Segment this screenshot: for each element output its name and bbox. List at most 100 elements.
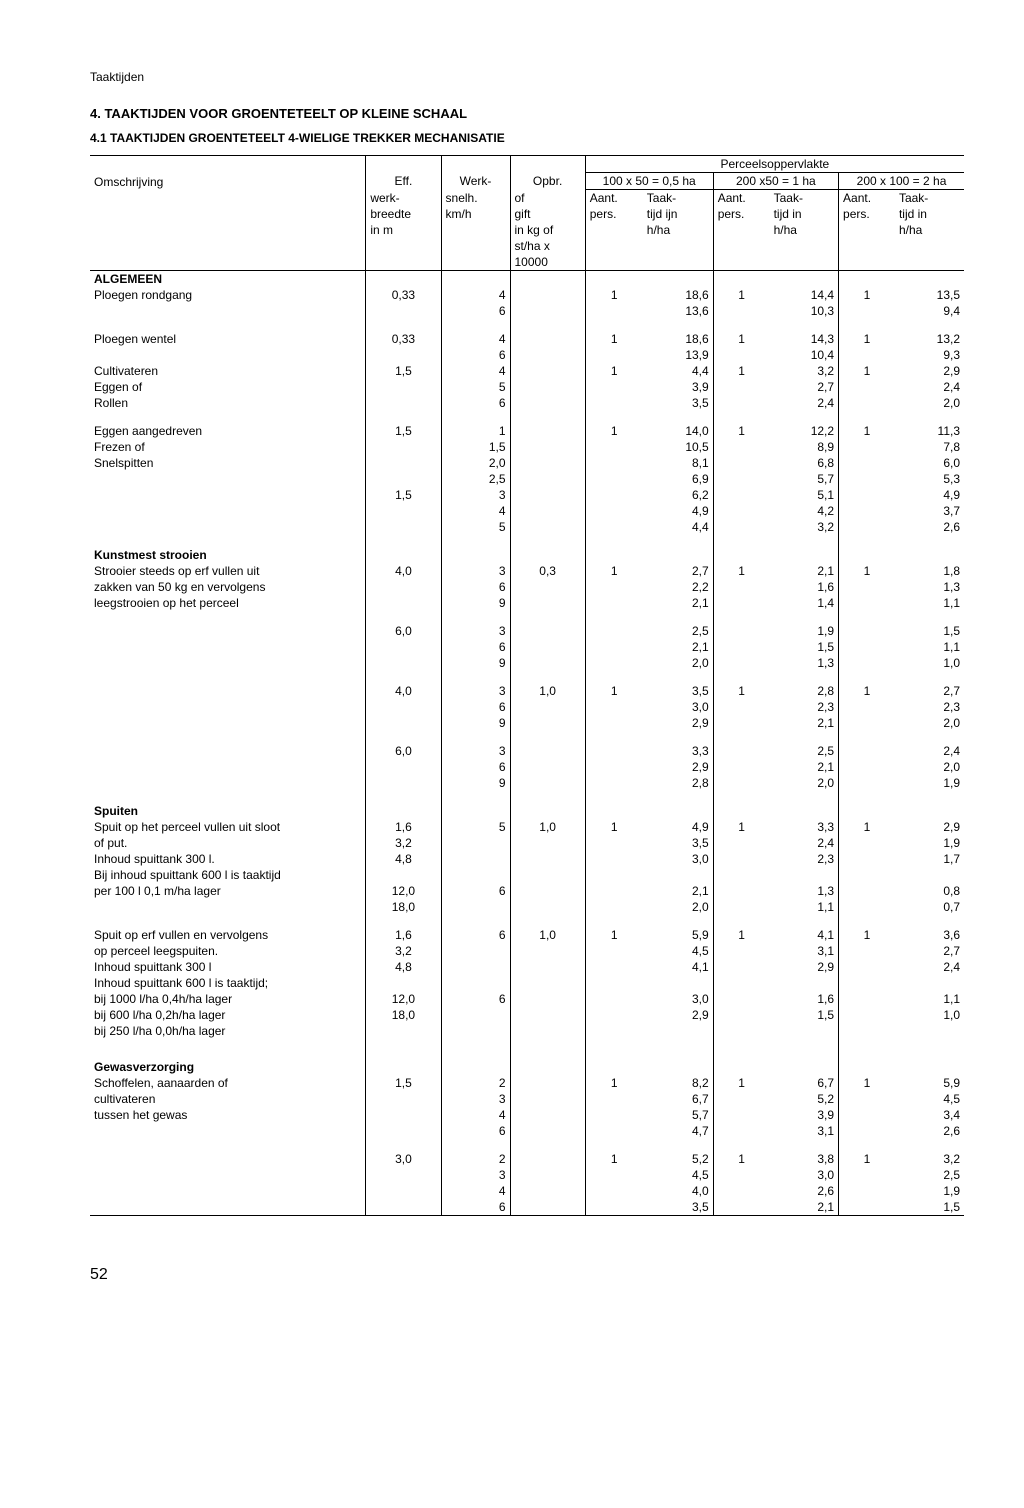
th-opbr1: Opbr. — [510, 173, 585, 190]
row-desc — [90, 471, 366, 487]
th-opbr6: 10000 — [510, 254, 585, 271]
cell-t2: 12,2 — [770, 423, 839, 439]
cell-t1: 10,5 — [643, 439, 713, 455]
cell-opbr — [510, 835, 585, 851]
cell-t2: 2,3 — [770, 699, 839, 715]
cell-t1: 3,5 — [643, 835, 713, 851]
cell-a3 — [839, 959, 895, 975]
cell-t3: 1,5 — [895, 623, 964, 639]
row-desc: tussen het gewas — [90, 1107, 366, 1123]
cell-a3 — [839, 743, 895, 759]
cell-eff — [366, 455, 441, 471]
page-number: 52 — [90, 1266, 964, 1284]
cell-a2 — [713, 1023, 769, 1039]
cell-t1: 4,4 — [643, 519, 713, 535]
table-row: 9 2,0 1,3 1,0 — [90, 655, 964, 671]
table-row: bij 600 l/ha 0,2h/ha lager 18,0 2,9 1,5 … — [90, 1007, 964, 1023]
row-desc — [90, 487, 366, 503]
cell-a1 — [585, 883, 643, 899]
cell-a3 — [839, 471, 895, 487]
cell-t2 — [770, 1023, 839, 1039]
th-taak-a1: Taak- — [643, 190, 713, 207]
cell-t2: 3,9 — [770, 1107, 839, 1123]
cell-t2: 3,2 — [770, 363, 839, 379]
cell-t1: 4,7 — [643, 1123, 713, 1139]
table-row: bij 1000 l/ha 0,4h/ha lager 12,0 6 3,0 1… — [90, 991, 964, 1007]
cell-werk: 1 — [441, 423, 510, 439]
cell-eff — [366, 975, 441, 991]
cell-a1 — [585, 1023, 643, 1039]
cell-t3: 1,0 — [895, 655, 964, 671]
cell-a1 — [585, 715, 643, 731]
cell-opbr — [510, 851, 585, 867]
cell-eff — [366, 1091, 441, 1107]
cell-t2: 2,7 — [770, 379, 839, 395]
cell-t1: 4,0 — [643, 1183, 713, 1199]
cell-t3: 0,8 — [895, 883, 964, 899]
cell-a3 — [839, 379, 895, 395]
cell-t3: 5,3 — [895, 471, 964, 487]
cell-opbr — [510, 1023, 585, 1039]
cell-a2 — [713, 439, 769, 455]
row-desc: Bij inhoud spuittank 600 l is taaktijd — [90, 867, 366, 883]
cell-opbr: 1,0 — [510, 927, 585, 943]
cell-t3: 4,5 — [895, 1091, 964, 1107]
cell-a1 — [585, 655, 643, 671]
cell-t1: 6,2 — [643, 487, 713, 503]
spacer-row — [90, 1139, 964, 1151]
row-desc: op perceel leegspuiten. — [90, 943, 366, 959]
th-opbr3: gift — [510, 206, 585, 222]
th-eff2: werk- — [366, 190, 441, 207]
cell-a3 — [839, 883, 895, 899]
cell-werk: 5 — [441, 379, 510, 395]
cell-werk: 2,5 — [441, 471, 510, 487]
cell-opbr — [510, 347, 585, 363]
row-desc: Schoffelen, aanaarden of — [90, 1075, 366, 1091]
cell-opbr — [510, 379, 585, 395]
cell-eff: 0,33 — [366, 287, 441, 303]
th-taak-c1: Taak- — [895, 190, 964, 207]
cell-a2 — [713, 503, 769, 519]
cell-eff: 1,5 — [366, 363, 441, 379]
th-taak-b3: h/ha — [770, 222, 839, 238]
cell-a1 — [585, 775, 643, 791]
cell-t3: 1,7 — [895, 851, 964, 867]
cell-werk: 4 — [441, 287, 510, 303]
cell-a1 — [585, 1167, 643, 1183]
cell-opbr — [510, 699, 585, 715]
cell-t3: 0,7 — [895, 899, 964, 915]
table-row: 18,0 2,0 1,1 0,7 — [90, 899, 964, 915]
cell-opbr — [510, 1151, 585, 1167]
cell-t1: 4,1 — [643, 959, 713, 975]
th-aant-c2: pers. — [839, 206, 895, 222]
cell-t3: 2,4 — [895, 743, 964, 759]
cell-werk: 6 — [441, 1123, 510, 1139]
cell-t1: 2,0 — [643, 899, 713, 915]
cell-werk: 4 — [441, 331, 510, 347]
cell-a3 — [839, 439, 895, 455]
cell-t3: 2,0 — [895, 395, 964, 411]
cell-werk: 9 — [441, 655, 510, 671]
cell-werk: 3 — [441, 1167, 510, 1183]
th-taak-a3: h/ha — [643, 222, 713, 238]
cell-a3: 1 — [839, 1151, 895, 1167]
cell-a1 — [585, 519, 643, 535]
cell-werk: 9 — [441, 775, 510, 791]
cell-opbr: 1,0 — [510, 683, 585, 699]
cell-eff — [366, 1123, 441, 1139]
cell-t3: 1,1 — [895, 595, 964, 611]
table-row: 2,5 6,9 5,7 5,3 — [90, 471, 964, 487]
table-row: op perceel leegspuiten. 3,2 4,5 3,1 2,7 — [90, 943, 964, 959]
row-desc — [90, 623, 366, 639]
cell-a2 — [713, 455, 769, 471]
th-p3: 200 x 100 = 2 ha — [839, 173, 964, 190]
cell-a2 — [713, 715, 769, 731]
cell-t1: 4,5 — [643, 943, 713, 959]
cell-a2 — [713, 487, 769, 503]
cell-t1: 2,1 — [643, 595, 713, 611]
cell-a2 — [713, 595, 769, 611]
cell-eff: 18,0 — [366, 1007, 441, 1023]
cell-opbr — [510, 331, 585, 347]
cell-opbr — [510, 655, 585, 671]
table-row: of put. 3,2 3,5 2,4 1,9 — [90, 835, 964, 851]
